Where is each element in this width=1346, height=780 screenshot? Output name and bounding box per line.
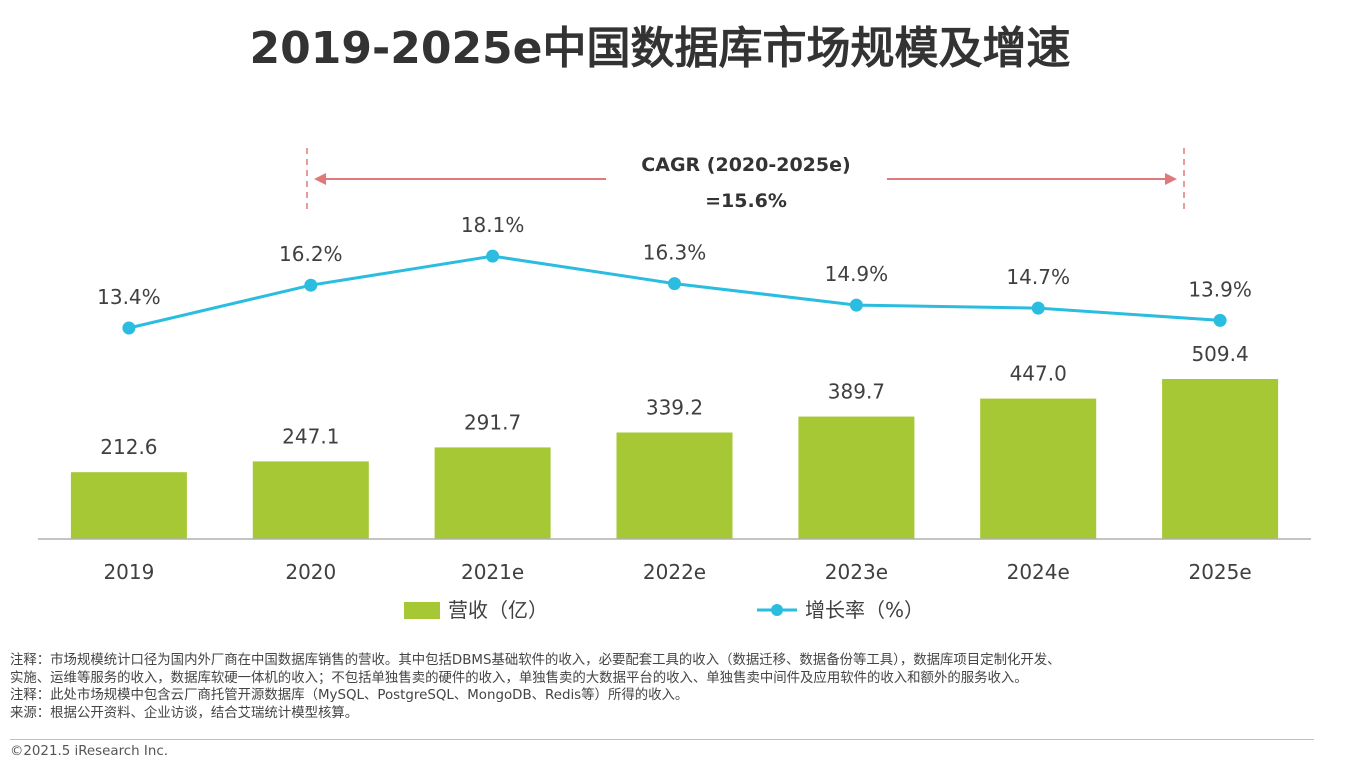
growth-rate-point <box>668 277 681 291</box>
legend-bar-label: 营收（亿） <box>448 598 548 622</box>
bar <box>798 416 915 539</box>
x-tick-label: 2021e <box>461 560 524 584</box>
x-tick-label: 2019 <box>103 560 154 584</box>
footnotes: 注释：市场规模统计口径为国内外厂商在中国数据库销售的营收。其中包括DBMS基础软… <box>10 652 1336 722</box>
bar-value-label: 247.1 <box>282 424 339 448</box>
bar-value-label: 447.0 <box>1010 362 1067 386</box>
x-tick-label: 2020 <box>285 560 336 584</box>
footer-divider <box>10 739 1314 740</box>
chart-title: 2019-2025e中国数据库市场规模及增速 <box>249 23 1070 74</box>
cagr-value: =15.6% <box>705 190 787 212</box>
legend-line-label: 增长率（%） <box>805 598 924 622</box>
bar <box>1162 379 1279 539</box>
copyright: ©2021.5 iResearch Inc. <box>10 744 168 759</box>
bar-value-label: 212.6 <box>100 435 157 459</box>
cagr-left-arrowhead <box>314 173 326 185</box>
bar <box>434 447 551 539</box>
growth-rate-label: 13.4% <box>97 285 161 309</box>
growth-rate-label: 14.7% <box>1006 265 1070 289</box>
chart-canvas: 2019-2025e中国数据库市场规模及增速 CAGR (2020-2025e)… <box>38 23 1311 622</box>
growth-rate-point <box>304 278 318 292</box>
growth-rate-label: 18.1% <box>461 213 525 237</box>
bar <box>980 398 1097 539</box>
legend: 营收（亿） 增长率（%） <box>404 598 924 622</box>
footnote-line: 注释：此处市场规模中包含云厂商托管开源数据库（MySQL、PostgreSQL、… <box>10 688 689 703</box>
x-tick-label: 2023e <box>825 560 888 584</box>
bar <box>616 432 733 539</box>
growth-rate-point <box>849 298 863 312</box>
growth-rate-label: 16.2% <box>279 242 343 266</box>
bar-value-label: 389.7 <box>828 380 885 404</box>
bar-value-label: 339.2 <box>646 396 703 420</box>
x-tick-label: 2022e <box>643 560 706 584</box>
bar-value-label: 509.4 <box>1191 342 1248 366</box>
bar <box>252 461 369 539</box>
legend-line-marker <box>771 604 783 616</box>
footnote-line: 注释：市场规模统计口径为国内外厂商在中国数据库销售的营收。其中包括DBMS基础软… <box>10 653 1061 668</box>
growth-rate-point <box>486 249 500 263</box>
growth-rate-label: 14.9% <box>825 262 889 286</box>
legend-bar-swatch <box>404 602 440 619</box>
cagr-annotation: CAGR (2020-2025e) =15.6% <box>306 148 1185 214</box>
source-line: 来源：根据公开资料、企业访谈，结合艾瑞统计模型核算。 <box>10 705 359 721</box>
bar <box>70 472 187 539</box>
cagr-right-arrowhead <box>1165 173 1177 185</box>
growth-rate-point <box>1031 301 1045 315</box>
growth-rate-point <box>1213 313 1227 327</box>
growth-rate-label: 16.3% <box>643 241 707 265</box>
footnote-line: 实施、运维等服务的收入，数据库软硬一体机的收入；不包括单独售卖的硬件的收入，单独… <box>10 670 1028 686</box>
growth-rate-point <box>122 321 136 335</box>
bar-value-label: 291.7 <box>464 410 521 434</box>
x-tick-label: 2025e <box>1188 560 1251 584</box>
growth-rate-label: 13.9% <box>1188 277 1252 301</box>
cagr-label: CAGR (2020-2025e) <box>641 154 850 176</box>
x-tick-label: 2024e <box>1007 560 1070 584</box>
